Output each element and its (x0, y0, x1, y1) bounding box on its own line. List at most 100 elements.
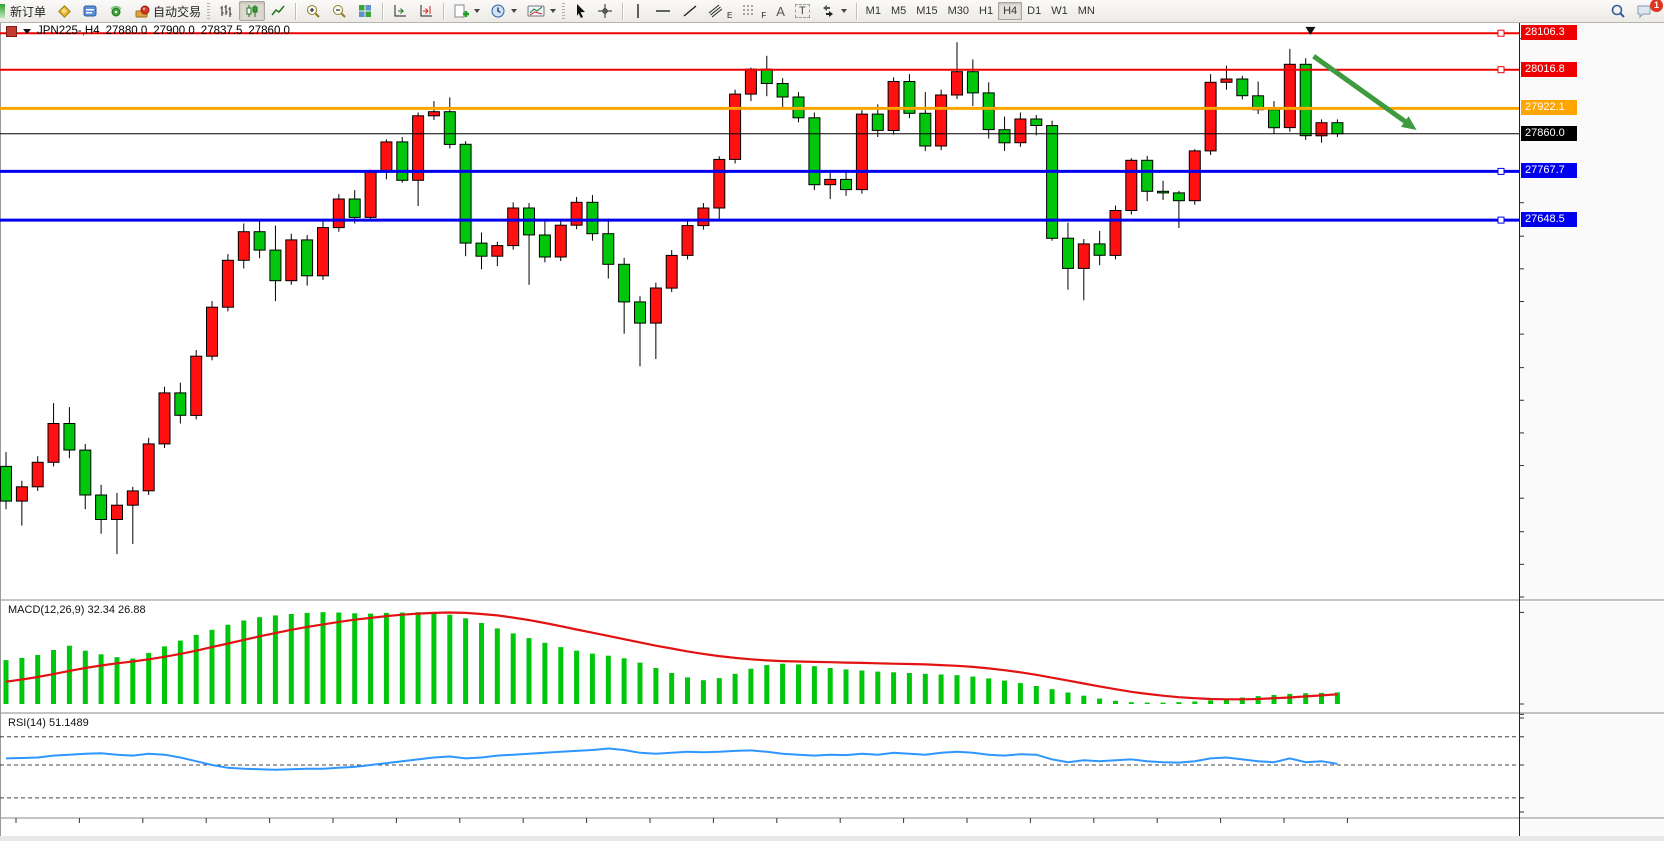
candle (1141, 155, 1154, 202)
text-button[interactable]: A (771, 1, 790, 21)
data-window-button[interactable] (77, 1, 103, 21)
market-watch-button[interactable] (51, 1, 77, 21)
candle (618, 257, 631, 334)
trend-arrow-head[interactable] (1400, 116, 1417, 131)
macd-histogram-bar (1017, 683, 1023, 704)
macd-histogram-bar (986, 678, 992, 704)
macd-histogram-bar (621, 658, 627, 704)
candle (729, 89, 742, 164)
vertical-line-icon (637, 4, 639, 18)
chart-shift-button[interactable] (413, 1, 439, 21)
macd-histogram-bar (875, 671, 881, 704)
candlestick-chart-button[interactable] (239, 1, 266, 21)
price-line-label-28106.3: 28106.3 (1521, 25, 1577, 40)
candle (713, 156, 726, 220)
macd-histogram-bar (463, 618, 469, 704)
macd-histogram-bar (209, 629, 215, 704)
macd-histogram-bar (288, 614, 294, 704)
search-button[interactable] (1605, 1, 1631, 21)
macd-histogram-bar (431, 612, 437, 704)
zoom-out-button[interactable] (326, 1, 352, 21)
macd-histogram-bar (399, 612, 405, 704)
macd-title: MACD(12,26,9) 32.34 26.88 (8, 604, 146, 616)
radar-icon (110, 5, 122, 17)
price-line-label-27648.5: 27648.5 (1521, 212, 1577, 227)
macd-histogram-bar (225, 624, 231, 704)
tab-D1[interactable]: D1 (1022, 2, 1046, 20)
new-order-button[interactable]: 新订单 (5, 1, 51, 21)
tab-M15[interactable]: M15 (911, 2, 942, 20)
fibonacci-button[interactable]: F (737, 1, 771, 21)
indicators-button[interactable] (448, 1, 485, 21)
equidistant-channel-button[interactable]: E (703, 1, 737, 21)
autotrading-button[interactable]: 自动交易 (129, 1, 206, 21)
tab-M1[interactable]: M1 (861, 2, 886, 20)
candle (586, 195, 599, 241)
macd-histogram-bar (1128, 702, 1134, 704)
candlestick-chart-icon (246, 5, 258, 17)
bars-chart-button[interactable] (213, 1, 239, 21)
candle (697, 203, 710, 230)
macd-histogram-bar (304, 612, 310, 704)
hline-handle[interactable] (1497, 29, 1505, 37)
auto-scroll-icon (394, 5, 407, 17)
macd-histogram-bar (1144, 702, 1150, 704)
chart-menu-caret-icon[interactable] (23, 28, 31, 34)
tab-H4[interactable]: H4 (998, 2, 1023, 20)
macd-histogram-bar (368, 613, 374, 704)
line-chart-button[interactable] (265, 1, 291, 21)
toolbar: 新订单 自动交易 (0, 0, 1664, 23)
tab-M30[interactable]: M30 (943, 2, 974, 20)
template-button[interactable] (522, 1, 561, 21)
candle (427, 101, 440, 120)
tile-windows-button[interactable] (352, 1, 378, 21)
macd-histogram-bar (732, 673, 738, 704)
hline-handle[interactable] (1497, 216, 1505, 224)
candle (634, 296, 646, 367)
macd-histogram-bar (1097, 698, 1103, 704)
candle (206, 301, 218, 361)
bars-chart-icon (220, 5, 232, 17)
zoom-in-button[interactable] (300, 1, 326, 21)
candle (1315, 119, 1328, 143)
candle (1299, 58, 1312, 140)
candle (348, 190, 361, 224)
crosshair-button[interactable] (592, 1, 618, 21)
cursor-button[interactable] (568, 1, 592, 21)
candle (649, 282, 662, 359)
arrows-icon (822, 5, 833, 17)
macd-histogram-bar (257, 617, 263, 704)
tab-M5[interactable]: M5 (886, 2, 911, 20)
candle (15, 480, 28, 526)
macd-histogram-bar (193, 634, 199, 704)
ohlc-open: 27880.0 (105, 25, 148, 37)
macd-histogram-bar (98, 654, 104, 704)
text-label-button[interactable]: T (790, 1, 815, 21)
periods-button[interactable] (485, 1, 522, 21)
hline-handle[interactable] (1497, 167, 1505, 175)
candle (1236, 75, 1249, 100)
tab-H1[interactable]: H1 (974, 2, 998, 20)
ohlc-high: 27900.0 (153, 25, 195, 37)
channel-icon (708, 4, 723, 18)
candle (285, 233, 298, 285)
horizontal-line-button[interactable] (649, 1, 677, 21)
tab-MN[interactable]: MN (1073, 2, 1100, 20)
arrows-button[interactable] (815, 1, 852, 21)
chart-sliver-icon (0, 4, 5, 18)
hline-handle[interactable] (1497, 66, 1505, 74)
candle (317, 221, 329, 280)
navigator-button[interactable] (103, 1, 129, 21)
tab-W1[interactable]: W1 (1046, 2, 1073, 20)
macd-histogram-bar (114, 657, 120, 704)
candle (63, 407, 76, 459)
macd-histogram-bar (938, 674, 944, 704)
trendline-button[interactable] (677, 1, 703, 21)
auto-scroll-button[interactable] (387, 1, 413, 21)
tile-windows-icon (359, 5, 372, 17)
trend-arrow[interactable] (1312, 54, 1411, 127)
vertical-line-button[interactable] (627, 1, 649, 21)
macd-histogram-bar (1224, 699, 1229, 704)
macd-histogram-bar (1113, 700, 1118, 704)
macd-histogram-bar (1303, 693, 1309, 704)
